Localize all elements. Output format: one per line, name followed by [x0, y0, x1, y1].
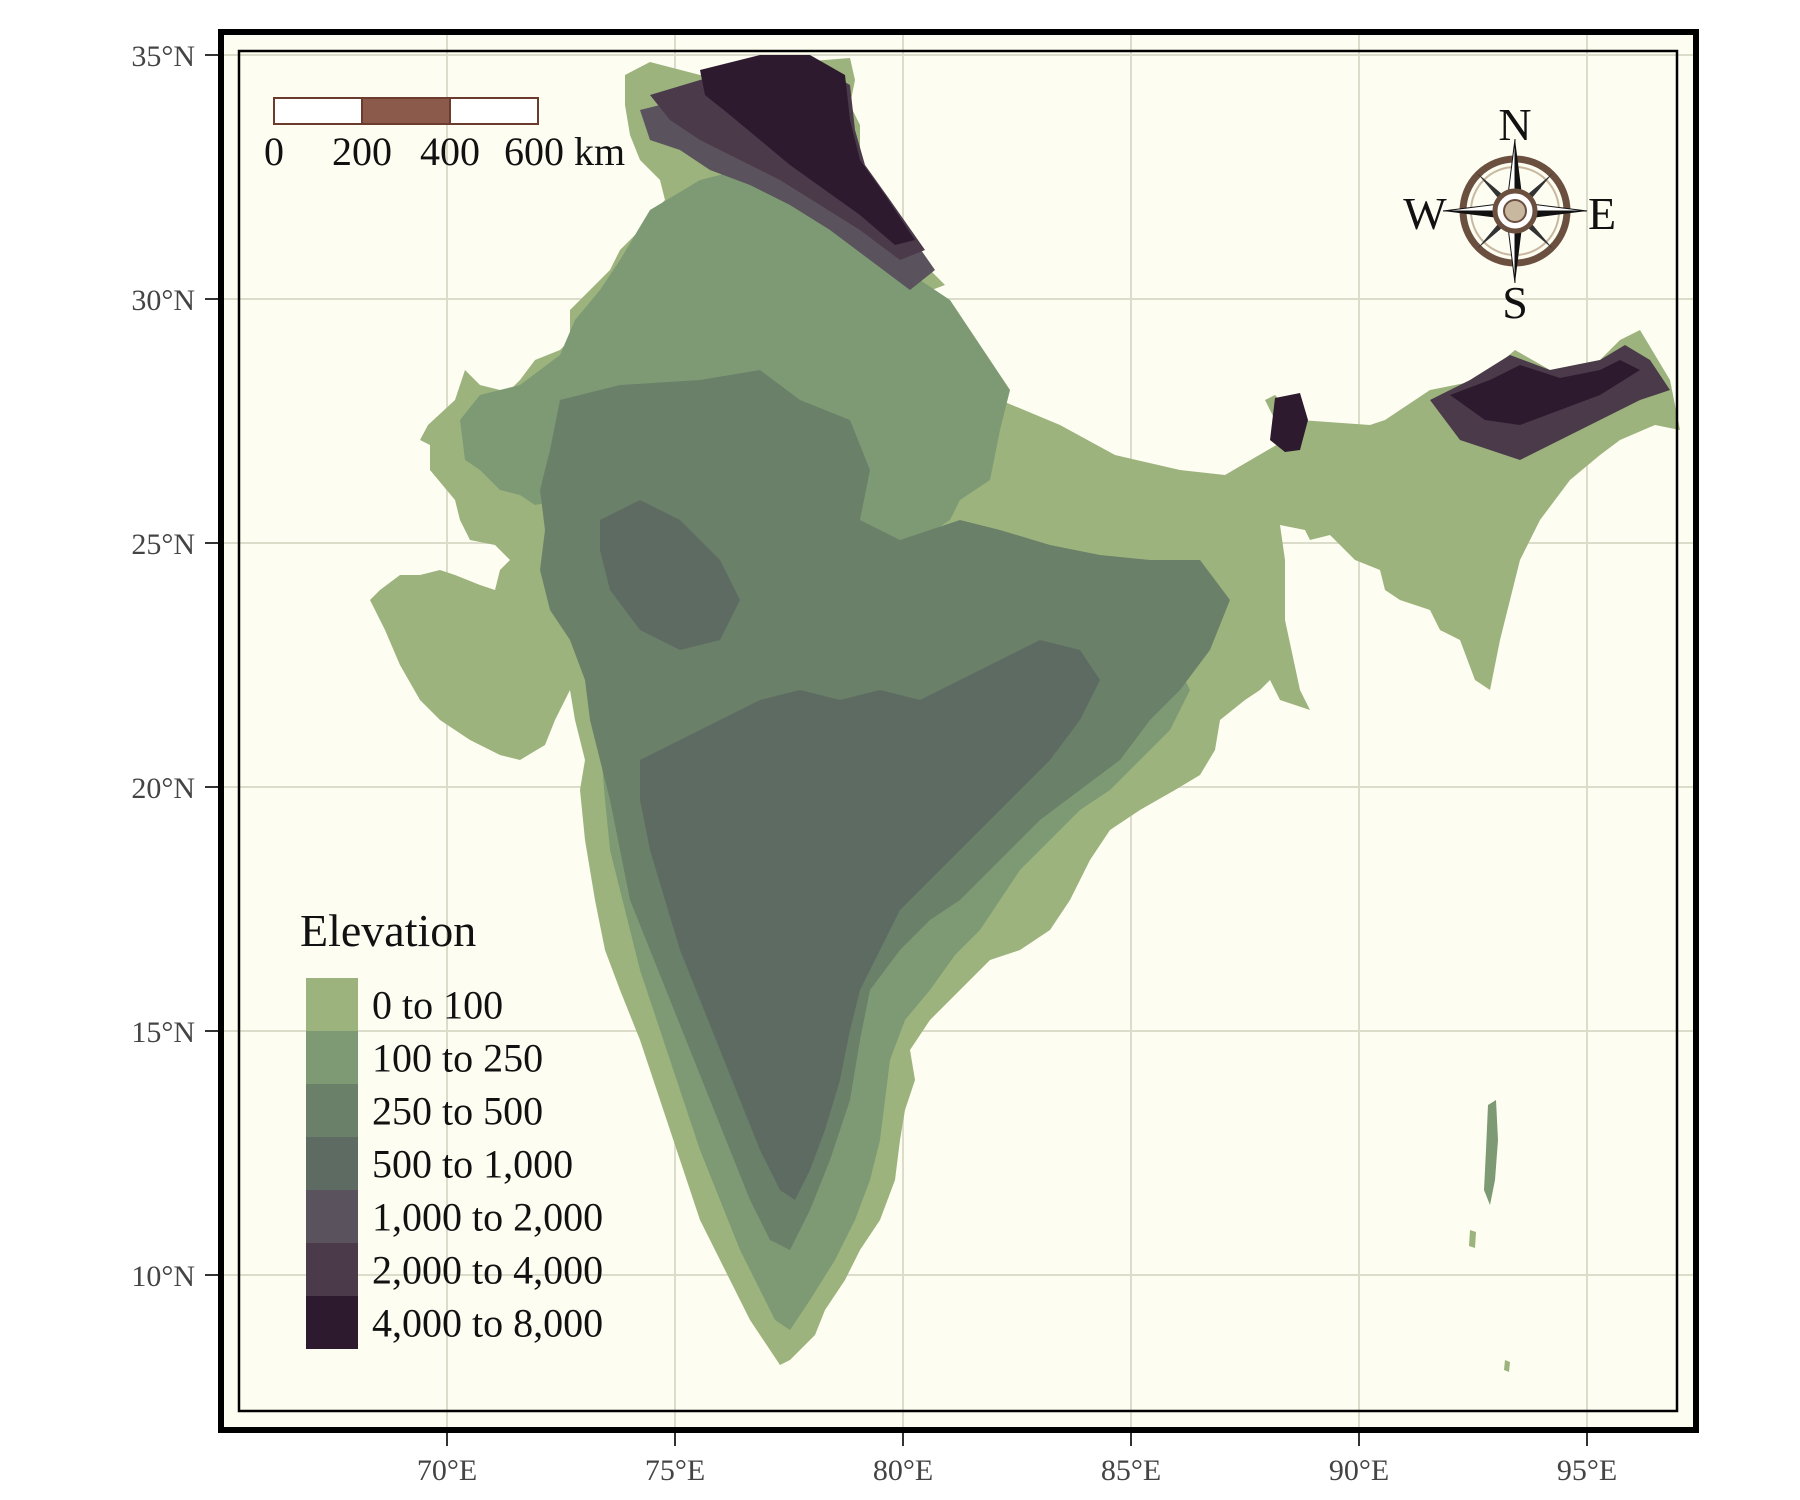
legend-label-5: 2,000 to 4,000: [372, 1248, 603, 1293]
scale-bar-segment-2: [361, 97, 451, 125]
compass-south-label: S: [1502, 277, 1528, 328]
y-axis: 35°N 30°N 25°N 20°N 15°N 10°N: [131, 40, 218, 1293]
y-tick-label-30n: 30°N: [131, 284, 195, 317]
y-tick-label-15n: 15°N: [131, 1016, 195, 1049]
y-tick-label-20n: 20°N: [131, 772, 195, 805]
legend-swatch-6: [306, 1296, 358, 1349]
legend-label-3: 500 to 1,000: [372, 1142, 573, 1187]
legend-title: Elevation: [300, 905, 476, 956]
india-landmass: [370, 55, 1680, 1372]
legend-swatch-0: [306, 978, 358, 1031]
elevation-band-500-1000-central: [600, 500, 740, 650]
legend-swatch-5: [306, 1243, 358, 1296]
elevation-band-4000-8000-sikkim: [1270, 393, 1308, 452]
legend-label-1: 100 to 250: [372, 1036, 543, 1081]
scale-label-600-km: 600 km: [504, 129, 625, 174]
y-tick-label-35n: 35°N: [131, 40, 195, 73]
scale-label-200: 200: [332, 129, 392, 174]
y-tick-label-25n: 25°N: [131, 528, 195, 561]
x-tick-label-85e: 85°E: [1101, 1454, 1161, 1487]
compass-north-label: N: [1498, 99, 1531, 150]
legend-swatch-2: [306, 1084, 358, 1137]
legend-swatch-4: [306, 1190, 358, 1243]
x-tick-label-75e: 75°E: [645, 1454, 705, 1487]
scale-bar: 0 200 400 600 km: [264, 97, 625, 174]
x-axis: 70°E 75°E 80°E 85°E 90°E 95°E: [417, 1433, 1617, 1487]
andaman-islands: [1484, 1100, 1498, 1205]
legend-label-2: 250 to 500: [372, 1089, 543, 1134]
nicobar-islands: [1469, 1230, 1510, 1372]
x-tick-label-80e: 80°E: [873, 1454, 933, 1487]
scale-bar-segment-3: [449, 97, 539, 125]
x-tick-label-90e: 90°E: [1329, 1454, 1389, 1487]
scale-label-400: 400: [420, 129, 480, 174]
elevation-band-500-1000: [640, 640, 1100, 1200]
legend-swatch-3: [306, 1137, 358, 1190]
elevation-band-4000-8000-north: [700, 55, 915, 245]
scale-label-0: 0: [264, 129, 284, 174]
legend-label-6: 4,000 to 8,000: [372, 1301, 603, 1346]
x-tick-label-70e: 70°E: [417, 1454, 477, 1487]
map-panel-inner-border: [237, 49, 1679, 1413]
compass-west-label: W: [1403, 188, 1447, 239]
scale-bar-segment-1: [273, 97, 363, 125]
elevation-band-4000-8000-northeast: [1450, 360, 1640, 425]
legend-label-4: 1,000 to 2,000: [372, 1195, 603, 1240]
compass-east-label: E: [1588, 188, 1616, 239]
compass-rose-icon: [1442, 138, 1588, 284]
legend-label-0: 0 to 100: [372, 983, 503, 1028]
x-tick-label-95e: 95°E: [1557, 1454, 1617, 1487]
y-tick-label-10n: 10°N: [131, 1260, 195, 1293]
legend: Elevation 0 to 100 100 to 250 250 to 500 50…: [300, 905, 603, 1349]
legend-swatch-1: [306, 1031, 358, 1084]
